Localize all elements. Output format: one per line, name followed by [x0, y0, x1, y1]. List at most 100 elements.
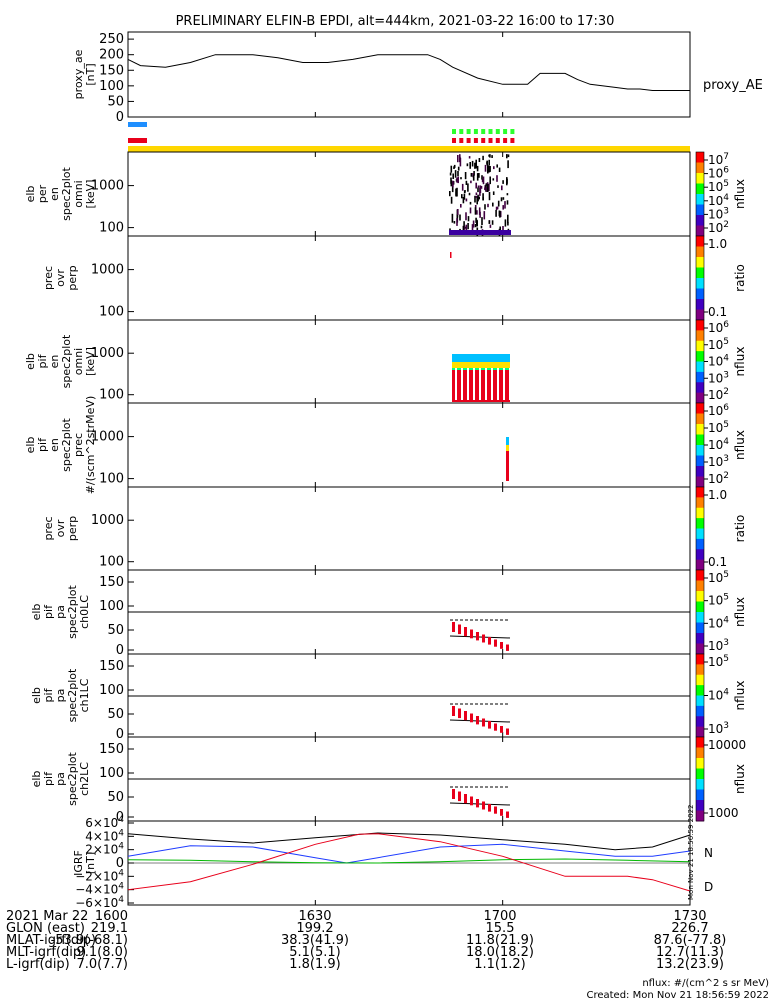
- panel-elb-per-omni-pixel: [469, 201, 472, 205]
- panel-elb-per-omni-pixel: [485, 186, 488, 192]
- panel-elb-per-omni-pixel: [456, 218, 458, 226]
- panel-elb-pif-ch0lc-pixel: [488, 637, 491, 645]
- panel-elb-pif-ch1lc-pixel: [488, 721, 491, 729]
- panel-elb-prec-ovr-perp-ytick-label: 1000: [91, 263, 124, 278]
- panel-elb-pif-omni-colorbar-tick-label: 102: [708, 387, 729, 402]
- panel-elb-pif-prec-ylabel: spec2plot: [60, 418, 73, 472]
- panel-elb-pif-ch0lc-ylabel: spec2plot: [66, 585, 79, 639]
- panel-elb-per-omni-pixel: [474, 224, 477, 228]
- panel-elb-pif-prec-colorbar-tick-label: 104: [708, 437, 729, 452]
- panel-elb-per-omni-ytick-label: 100: [99, 221, 124, 236]
- status-mark-red: [452, 138, 456, 143]
- panel-elb-pif-ch0lc-colorbar-band: [696, 601, 704, 613]
- panel-elb-pif-ch0lc-pixel: [470, 629, 473, 639]
- panel-elb-per-omni-pixel: [459, 154, 461, 163]
- panel-elb-prec-ovr-perp-colorbar-band: [696, 288, 704, 300]
- panel-elb-pif-ch2lc-colorbar-band: [696, 768, 704, 780]
- panel-elb-pif-prec-colorbar-tick-label: 106: [708, 403, 729, 418]
- igrf-legend-n: N: [704, 846, 713, 860]
- panel-elb-per-omni-pixel: [462, 197, 465, 204]
- panel-elb-pif-ch0lc-pixel: [500, 642, 503, 649]
- status-mark-green: [495, 129, 500, 134]
- panel-elb-per-omni-pixel: [485, 183, 488, 186]
- panel-elb-per-omni-pixel: [507, 160, 509, 169]
- panel-elb-per-omni-pixel: [497, 185, 499, 188]
- igrf-series-green: [127, 858, 691, 864]
- status-mark-red: [481, 138, 486, 143]
- status-mark-red: [503, 138, 508, 143]
- panel-elb-pif-ch1lc-ylabel: pa: [54, 689, 67, 703]
- panel-elb-pif-prec-colorbar-band: [696, 413, 704, 425]
- panel-elb-pif-prec-colorbar-tick-label: 102: [708, 471, 729, 486]
- panel-elb-per-omni-pixel: [481, 175, 483, 180]
- panel-elb-per-omni-pixel: [495, 210, 497, 217]
- panel-elb-prec-ovr-perp-ylabel: prec: [42, 266, 55, 290]
- panel-elb-pif-prec-ylabel: pif: [36, 437, 49, 452]
- panel-elb-per-omni-pixel: [459, 157, 462, 167]
- panel-elb-prec-ovr-perp-ytick-label: 100: [99, 305, 124, 320]
- panel-elb-pif-ch1lc-colorbar-band: [696, 664, 704, 676]
- panel-igrf-ytick-label: 6×104: [85, 815, 124, 830]
- panel-elb-pif-ch1lc-pixel: [494, 723, 497, 731]
- panel-elb-per-omni-pixel: [460, 177, 462, 180]
- status-mark-green: [466, 129, 471, 134]
- panel-elb-per-omni-ylabel: en: [48, 187, 61, 201]
- panel-elb-pif-prec-ovr-perp: [127, 486, 691, 571]
- panel-elb-pif-ch1lc-pixel: [464, 711, 467, 721]
- ephemeris-value: 5.1(5.1): [289, 945, 341, 960]
- ephemeris-value: 13.2(23.9): [656, 957, 724, 972]
- panel-elb-pif-ch0lc-colorbar-band: [696, 622, 704, 634]
- panel-elb-per-omni-pixel: [469, 207, 472, 214]
- panel-elb-pif-ch1lc-colorbar-band: [696, 705, 704, 717]
- panel-elb-pif-ch1lc-colorbar-band: [696, 685, 704, 696]
- panel-elb-pif-ch0lc-ylabel: elb: [30, 604, 43, 621]
- panel-elb-pif-ch2lc-colorbar-frame: [695, 736, 705, 822]
- panel-elb-per-omni-colorbar-band: [696, 173, 704, 184]
- panel-elb-per-omni-ylabel: elb: [24, 186, 37, 203]
- panel-elb-per-omni-pixel: [477, 185, 480, 188]
- panel-elb-pif-prec-ylabel: elb: [24, 437, 37, 454]
- panel-elb-per-omni-colorbar-band: [696, 215, 704, 226]
- panel-elb-per-omni-pixel: [482, 155, 484, 161]
- panel-elb-per-omni-pixel: [477, 187, 479, 193]
- panel-elb-per-omni: [127, 151, 691, 237]
- ephemeris-label: 2021 Mar 22: [6, 909, 88, 924]
- panel-elb-pif-ch1lc-ylabel: pif: [42, 687, 55, 702]
- panel-elb-per-omni-pixel: [504, 201, 506, 209]
- panel-elb-prec-ovr-perp-colorbar-band: [696, 309, 704, 321]
- panel-elb-pif-ch2lc-pixel: [500, 809, 503, 816]
- panel-elb-pif-prec-colorbar-tick-label: 103: [708, 454, 729, 469]
- status-mark-green: [452, 129, 456, 134]
- panel-elb-pif-ch2lc-ytick-label: 0: [116, 810, 124, 825]
- panel-elb-pif-ch1lc-pixel: [506, 728, 509, 735]
- panel-elb-per-omni-pixel: [499, 226, 501, 232]
- panel-elb-per-omni-pixel: [500, 197, 503, 202]
- panel-elb-per-omni-pixel: [459, 214, 461, 221]
- ephemeris-value: 1600: [95, 909, 128, 924]
- ephemeris-value: 1630: [298, 909, 331, 924]
- panel-elb-per-omni-pixel: [460, 204, 462, 208]
- panel-elb-pif-ch2lc-pixel: [482, 801, 485, 810]
- panel-elb-pif-ch0lc-ylabel: pif: [42, 604, 55, 619]
- panel-elb-pif-prec-ovr-perp-colorbar-band: [696, 538, 704, 550]
- panel-elb-pif-omni-colorbar-band: [696, 320, 704, 331]
- panel-elb-per-omni-pixel: [488, 154, 490, 157]
- panel-elb-per-omni-pixel: [498, 167, 501, 172]
- ephemeris-value: 1700: [483, 909, 516, 924]
- panel-elb-prec-ovr-perp-colorbar-band: [696, 267, 704, 279]
- panel-elb-pif-ch2lc-ytick-label: 50: [107, 790, 124, 805]
- plot-title: PRELIMINARY ELFIN-B EPDI, alt=444km, 202…: [176, 14, 615, 29]
- panel-elb-per-omni-pixel: [451, 185, 454, 193]
- ephemeris-value: 15.5: [486, 921, 515, 936]
- panel-elb-pif-ch2lc-ytick-label: 100: [99, 766, 124, 781]
- status-mark-green: [473, 129, 478, 134]
- panel-elb-pif-prec-ovr-perp-colorbar-label: ratio: [733, 515, 747, 543]
- panel-elb-pif-prec-ovr-perp-colorbar-band: [696, 497, 704, 509]
- panel-elb-per-omni-pixel: [484, 187, 486, 191]
- panel-elb-pif-ch0lc-colorbar-tick-label: 105: [708, 593, 729, 608]
- panel-elb-per-omni-colorbar-band: [696, 152, 704, 163]
- panel-elb-per-omni-pixel: [491, 155, 493, 158]
- igrf-series-black: [127, 832, 691, 851]
- panel-elb-pif-prec-colorbar-band: [696, 434, 704, 446]
